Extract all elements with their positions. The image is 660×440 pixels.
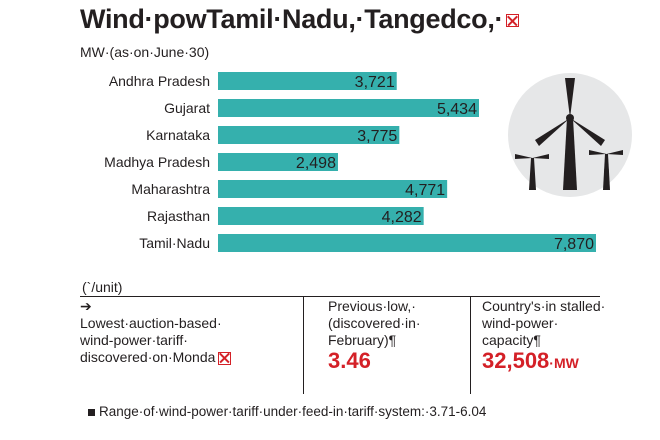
category-label-3: Madhya Pradesh <box>104 154 210 170</box>
capacity-line-3: capacity¶ <box>482 332 541 348</box>
category-label-6: Tamil·Nadu <box>139 235 210 251</box>
previous-low-line-1: Previous·low,· <box>328 298 416 314</box>
wind-turbine-icon <box>508 73 632 197</box>
section-divider <box>80 296 600 297</box>
previous-low-line-3: February)¶ <box>328 332 397 348</box>
chart-title-text: Wind·powTamil·Nadu,·Tangedco,· <box>80 4 504 34</box>
lowest-tariff-text: discovered·on·Monda <box>80 349 216 365</box>
bar-2 <box>218 126 400 144</box>
broken-image-icon <box>218 351 232 365</box>
capacity-unit: ·MW <box>549 355 579 371</box>
bar-1 <box>218 99 479 117</box>
bar-5 <box>218 207 424 225</box>
capacity-value: 32,508 <box>482 348 550 373</box>
bar-4 <box>218 180 448 198</box>
footnote: Range·of·wind-power·tariff·under·feed-in… <box>88 404 486 419</box>
bar-3 <box>218 153 338 171</box>
lowest-tariff-line-1: Lowest·auction-based· <box>80 315 222 331</box>
chart-title: Wind·powTamil·Nadu,·Tangedco,· <box>80 4 520 35</box>
category-label-4: Maharashtra <box>131 181 210 197</box>
bar-0 <box>218 72 397 90</box>
capacity-line-1: Country's·in stalled· <box>482 298 606 314</box>
category-label-2: Karnataka <box>146 127 210 143</box>
value-label-4: 4,771 <box>405 182 445 199</box>
bar-6 <box>218 234 596 252</box>
capacity-value-row: 32,508·MW <box>482 349 652 373</box>
lowest-tariff-line-2: wind-power·tariff· <box>80 332 188 348</box>
column-divider-2 <box>470 296 471 394</box>
capacity-block: Country's·in stalled· wind-power· capaci… <box>482 298 652 373</box>
value-label-6: 7,870 <box>554 236 594 253</box>
footnote-text: Range·of·wind-power·tariff·under·feed-in… <box>99 404 487 419</box>
lowest-tariff-line-3: discovered·on·Monda <box>80 349 290 366</box>
value-label-2: 3,775 <box>357 128 397 145</box>
category-label-0: Andhra Pradesh <box>109 73 210 89</box>
column-divider-1 <box>303 296 304 394</box>
arrow-icon: ➔ <box>80 298 92 314</box>
previous-low-block: Previous·low,· (discovered·in· February)… <box>328 298 468 373</box>
value-label-0: 3,721 <box>355 74 395 91</box>
bullet-icon <box>88 408 95 416</box>
value-label-3: 2,498 <box>296 155 336 172</box>
chart-subtitle: MW·(as·on·June·30) <box>80 44 210 60</box>
category-label-5: Rajasthan <box>147 208 210 224</box>
category-label-1: Gujarat <box>164 100 210 116</box>
previous-low-line-2: (discovered·in· <box>328 315 421 331</box>
bar-chart: Andhra Pradesh 3,721 Gujarat 5,434 Karnataka… <box>104 72 596 253</box>
lowest-tariff-block: ➔ Lowest·auction-based· wind-power·tarif… <box>80 298 290 366</box>
broken-image-icon <box>506 14 520 28</box>
unit-note: (`/unit) <box>82 279 123 295</box>
value-label-5: 4,282 <box>382 209 422 226</box>
capacity-line-2: wind-power· <box>482 315 559 331</box>
value-label-1: 5,434 <box>437 101 477 118</box>
previous-low-value: 3.46 <box>328 348 371 373</box>
